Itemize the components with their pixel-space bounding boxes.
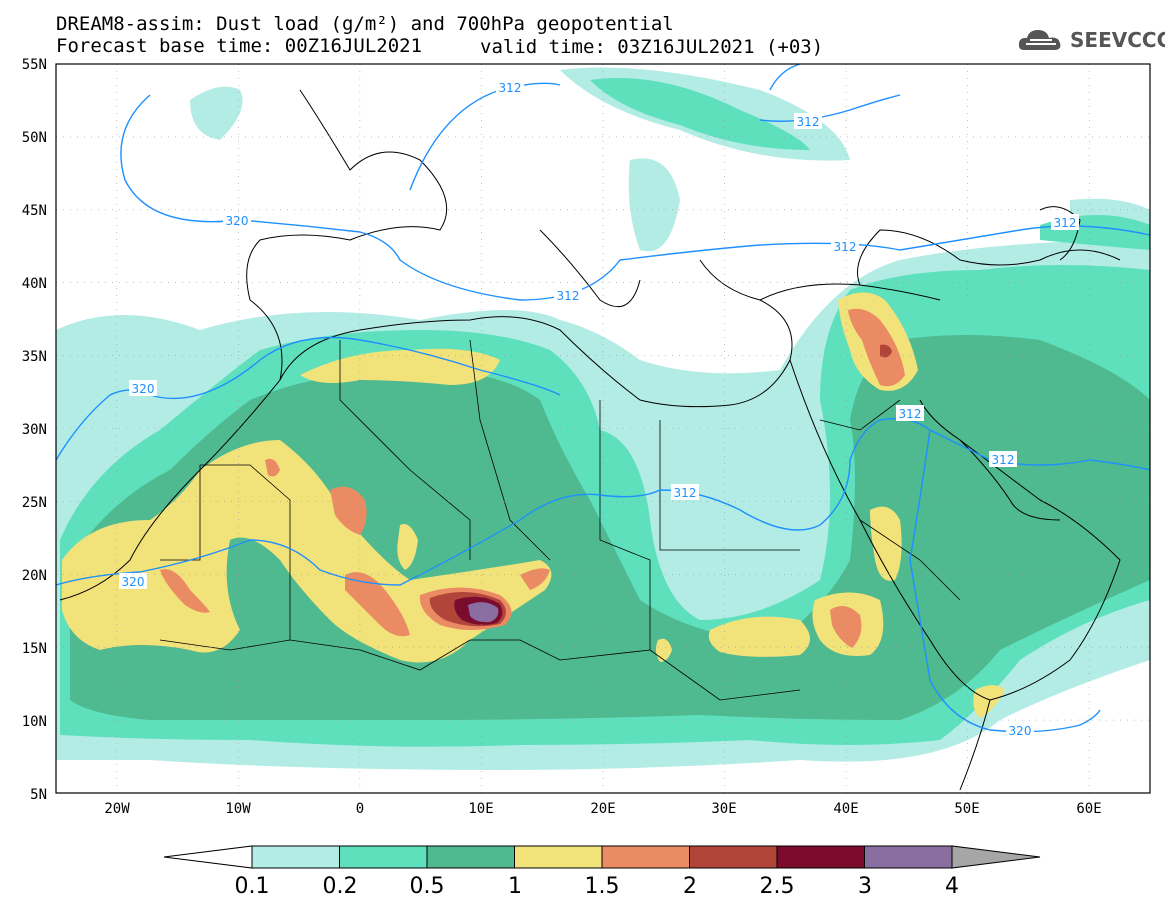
colorbar-swatch bbox=[864, 845, 953, 869]
colorbar-label: 0.1 bbox=[235, 874, 270, 899]
colorbar-label: 1 bbox=[508, 874, 522, 899]
lat-label: 45N bbox=[22, 203, 47, 219]
lon-label: 0 bbox=[356, 801, 364, 817]
contour-label: 312 bbox=[834, 240, 857, 254]
dust-field-3 bbox=[468, 602, 499, 623]
contour-label: 312 bbox=[899, 407, 922, 421]
lon-label: 20E bbox=[590, 801, 615, 817]
lon-label: 50E bbox=[954, 801, 979, 817]
dust-field-1.5 bbox=[330, 486, 367, 535]
lat-label: 25N bbox=[22, 495, 47, 511]
colorbar-swatch bbox=[251, 845, 340, 869]
contour-label: 312 bbox=[674, 486, 697, 500]
lat-label: 35N bbox=[22, 349, 47, 365]
lon-label: 10W bbox=[225, 801, 251, 817]
map-frame bbox=[55, 63, 1151, 794]
contour-label: 312 bbox=[1054, 216, 1077, 230]
lat-label: 55N bbox=[22, 57, 47, 73]
logo-text: SEEVCCC bbox=[1070, 28, 1165, 52]
contour-label: 320 bbox=[1009, 724, 1032, 738]
lat-label: 30N bbox=[22, 422, 47, 438]
contour-labels: 312 312 312 312 312 312 312 312 320 320 … bbox=[119, 79, 1079, 738]
contour-label: 312 bbox=[499, 81, 522, 95]
colorbar-swatch bbox=[514, 845, 603, 869]
lon-label: 60E bbox=[1076, 801, 1101, 817]
lat-label: 50N bbox=[22, 130, 47, 146]
map-title: DREAM8-assim: Dust load (g/m²) and 700hP… bbox=[56, 13, 674, 35]
contour-label: 312 bbox=[992, 453, 1015, 467]
contour-label: 320 bbox=[132, 382, 155, 396]
country-borders bbox=[159, 339, 961, 701]
lat-label: 15N bbox=[22, 641, 47, 657]
colorbar-swatch bbox=[689, 845, 778, 869]
colorbar-under-triangle bbox=[163, 845, 253, 869]
longitude-labels: 20W 10W 0 10E 20E 30E 40E 50E 60E bbox=[104, 801, 1101, 817]
colorbar-label: 4 bbox=[945, 874, 959, 899]
colorbar-label: 0.2 bbox=[323, 874, 358, 899]
colorbar-label: 2 bbox=[683, 874, 697, 899]
latitude-labels: 55N 50N 45N 40N 35N 30N 25N 20N 15N 10N … bbox=[22, 57, 47, 803]
contour-label: 312 bbox=[797, 115, 820, 129]
colorbar-swatch bbox=[426, 845, 515, 869]
lon-label: 40E bbox=[833, 801, 858, 817]
lat-label: 40N bbox=[22, 276, 47, 292]
map-gridlines bbox=[56, 64, 1150, 793]
cloud-logo-icon bbox=[1018, 30, 1061, 50]
valid-time: valid time: 03Z16JUL2021 (+03) bbox=[480, 36, 824, 58]
lon-label: 10E bbox=[468, 801, 493, 817]
lat-label: 10N bbox=[22, 714, 47, 730]
forecast-base-time: Forecast base time: 00Z16JUL2021 bbox=[56, 35, 423, 57]
colorbar-swatch bbox=[601, 845, 690, 869]
lon-label: 20W bbox=[104, 801, 130, 817]
lat-label: 20N bbox=[22, 568, 47, 584]
contour-label: 312 bbox=[557, 289, 580, 303]
colorbar: 0.1 0.2 0.5 1 1.5 2 2.5 3 4 bbox=[163, 845, 1041, 899]
lon-label: 30E bbox=[711, 801, 736, 817]
colorbar-over-triangle bbox=[951, 845, 1041, 869]
contour-label: 320 bbox=[122, 575, 145, 589]
lat-label: 5N bbox=[30, 787, 47, 803]
colorbar-swatch bbox=[776, 845, 865, 869]
colorbar-label: 2.5 bbox=[760, 874, 795, 899]
seevccc-logo: SEEVCCC bbox=[1016, 26, 1165, 54]
colorbar-swatch bbox=[339, 845, 428, 869]
colorbar-label: 3 bbox=[858, 874, 872, 899]
colorbar-label: 0.5 bbox=[410, 874, 445, 899]
contour-label: 320 bbox=[226, 214, 249, 228]
colorbar-label: 1.5 bbox=[585, 874, 620, 899]
